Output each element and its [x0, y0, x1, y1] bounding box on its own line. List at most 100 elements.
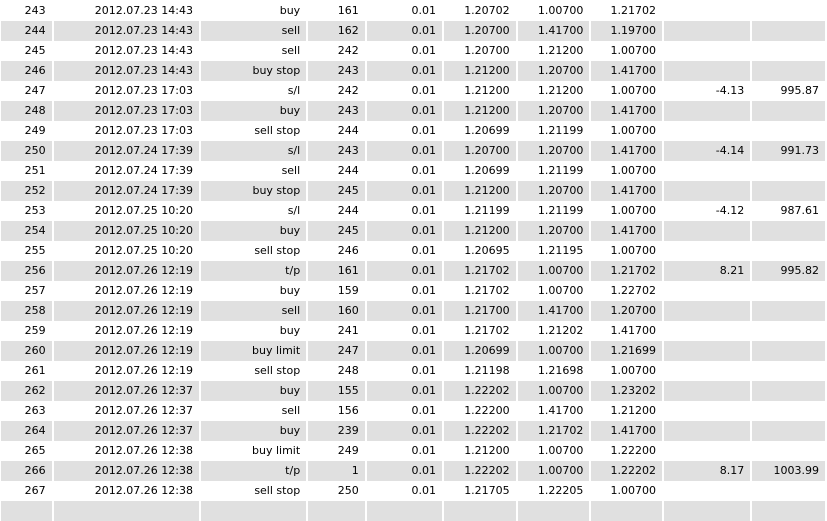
cell-deal-number: 243 [24, 4, 46, 17]
cell-order: 249 [337, 444, 359, 457]
cell-stop-loss: 1.41700 [517, 21, 590, 41]
cell-balance [752, 381, 825, 401]
cell-type: buy [279, 324, 301, 337]
cell-type: buy [200, 221, 307, 241]
cell-stop-loss: 1.20700 [517, 61, 590, 81]
table-row[interactable]: 257 2012.07.26 12:19 buy 159 0.01 1.21702 1.00… [1, 281, 825, 301]
cell-deal-number: 255 [24, 244, 46, 257]
cell-profit [664, 181, 751, 201]
cell-type: buy [200, 421, 307, 441]
cell-size: 0.01 [366, 21, 443, 41]
cell-take-profit [591, 501, 663, 521]
cell-order: 244 [337, 124, 359, 137]
cell-type: buy stop [200, 61, 307, 81]
cell-price: 1.21200 [444, 61, 516, 81]
cell-profit [664, 361, 750, 381]
table-row[interactable]: 243 2012.07.23 14:43 buy 161 0.01 1.20702 1.00… [1, 1, 825, 21]
cell-order: 159 [337, 284, 359, 297]
cell-take-profit: 1.00700 [610, 124, 657, 137]
cell-balance [752, 481, 825, 501]
table-row[interactable]: 266 2012.07.26 12:38 t/p 1 0.01 1.22202 1.0070… [1, 461, 825, 481]
cell-deal-number [1, 501, 52, 521]
cell-time: 2012.07.23 17:03 [94, 84, 193, 97]
cell-deal-number: 266 [1, 461, 52, 481]
cell-stop-loss: 1.00700 [537, 284, 584, 297]
table-row[interactable]: 246 2012.07.23 14:43 buy stop 243 0.01 1.2120… [1, 61, 825, 81]
cell-time: 2012.07.25 10:20 [94, 244, 193, 257]
cell-deal-number: 263 [24, 404, 46, 417]
cell-balance [752, 181, 825, 201]
cell-profit [664, 481, 750, 501]
cell-profit [664, 1, 750, 21]
cell-size: 0.01 [366, 301, 443, 321]
cell-price: 1.21200 [444, 101, 516, 121]
table-row[interactable]: 253 2012.07.25 10:20 s/l 244 0.01 1.21199 1.21… [1, 201, 825, 221]
table-row[interactable]: 252 2012.07.24 17:39 buy stop 245 0.01 1.2120… [1, 181, 825, 201]
cell-type: t/p [200, 461, 307, 481]
cell-size: 0.01 [366, 221, 443, 241]
cell-price: 1.20699 [464, 164, 510, 177]
cell-profit [664, 61, 751, 81]
table-row[interactable]: 249 2012.07.23 17:03 sell stop 244 0.01 1.206… [1, 121, 825, 141]
table-row[interactable]: 254 2012.07.25 10:20 buy 245 0.01 1.21200 1.20… [1, 221, 825, 241]
cell-take-profit: 1.00700 [610, 364, 657, 377]
cell-deal-number: 257 [24, 284, 46, 297]
cell-deal-number: 244 [1, 21, 52, 41]
cell-stop-loss: 1.00700 [517, 381, 590, 401]
cell-take-profit: 1.21702 [610, 4, 657, 17]
cell-time: 2012.07.26 12:19 [53, 301, 199, 321]
cell-profit [664, 21, 751, 41]
cell-time: 2012.07.23 17:03 [53, 101, 199, 121]
table-row[interactable]: 265 2012.07.26 12:38 buy limit 249 0.01 1.212… [1, 441, 825, 461]
table-row[interactable]: 247 2012.07.23 17:03 s/l 242 0.01 1.21200 1.21… [1, 81, 825, 101]
cell-order: 244 [337, 164, 359, 177]
cell-balance [752, 441, 825, 461]
cell-type: buy limit [200, 341, 307, 361]
table-row[interactable]: 256 2012.07.26 12:19 t/p 161 0.01 1.21702 1.00… [1, 261, 825, 281]
table-row[interactable] [1, 501, 825, 521]
cell-price [444, 501, 516, 521]
table-row[interactable]: 251 2012.07.24 17:39 sell 244 0.01 1.20699 1.2… [1, 161, 825, 181]
table-row[interactable]: 244 2012.07.23 14:43 sell 162 0.01 1.20700 1.4… [1, 21, 825, 41]
table-row[interactable]: 262 2012.07.26 12:37 buy 155 0.01 1.22202 1.00… [1, 381, 825, 401]
table-row[interactable]: 255 2012.07.25 10:20 sell stop 246 0.01 1.206… [1, 241, 825, 261]
table-row[interactable]: 267 2012.07.26 12:38 sell stop 250 0.01 1.217… [1, 481, 825, 501]
cell-profit: -4.13 [715, 84, 745, 97]
cell-order: 155 [308, 381, 365, 401]
cell-type: buy stop [200, 181, 307, 201]
cell-take-profit: 1.41700 [591, 221, 663, 241]
cell-time: 2012.07.26 12:19 [53, 261, 199, 281]
table-row[interactable]: 264 2012.07.26 12:37 buy 239 0.01 1.22202 1.21… [1, 421, 825, 441]
cell-size: 0.01 [411, 324, 437, 337]
cell-stop-loss: 1.21200 [537, 84, 584, 97]
cell-stop-loss: 1.21195 [537, 244, 584, 257]
cell-stop-loss: 1.22205 [537, 484, 584, 497]
cell-stop-loss: 1.20700 [517, 181, 590, 201]
cell-type: sell stop [254, 124, 301, 137]
cell-stop-loss: 1.21199 [537, 124, 584, 137]
cell-take-profit: 1.00700 [610, 164, 657, 177]
cell-deal-number: 260 [1, 341, 52, 361]
cell-price: 1.21702 [464, 324, 510, 337]
cell-time: 2012.07.26 12:37 [53, 381, 199, 401]
cell-type: s/l [200, 141, 307, 161]
cell-price: 1.21200 [444, 221, 516, 241]
table-row[interactable]: 260 2012.07.26 12:19 buy limit 247 0.01 1.206… [1, 341, 825, 361]
table-row[interactable]: 258 2012.07.26 12:19 sell 160 0.01 1.21700 1.4… [1, 301, 825, 321]
cell-profit [664, 221, 751, 241]
cell-price: 1.20700 [444, 141, 516, 161]
cell-type: sell [281, 164, 301, 177]
table-row[interactable]: 263 2012.07.26 12:37 sell 156 0.01 1.22200 1.4… [1, 401, 825, 421]
table-row[interactable]: 245 2012.07.23 14:43 sell 242 0.01 1.20700 1.2… [1, 41, 825, 61]
cell-time [53, 501, 199, 521]
cell-balance [752, 241, 825, 261]
table-row[interactable]: 250 2012.07.24 17:39 s/l 243 0.01 1.20700 1.20… [1, 141, 825, 161]
table-row[interactable]: 261 2012.07.26 12:19 sell stop 248 0.01 1.211… [1, 361, 825, 381]
table-row[interactable]: 248 2012.07.23 17:03 buy 243 0.01 1.21200 1.20… [1, 101, 825, 121]
cell-deal-number: 256 [1, 261, 52, 281]
cell-stop-loss: 1.21698 [537, 364, 584, 377]
table-row[interactable]: 259 2012.07.26 12:19 buy 241 0.01 1.21702 1.21… [1, 321, 825, 341]
cell-time: 2012.07.24 17:39 [94, 164, 193, 177]
cell-time: 2012.07.25 10:20 [94, 204, 193, 217]
